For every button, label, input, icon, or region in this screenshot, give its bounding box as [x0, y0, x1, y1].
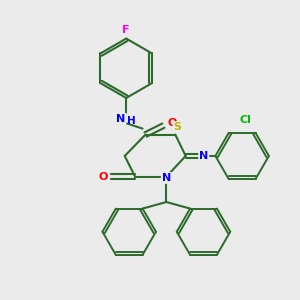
Text: O: O — [167, 118, 176, 128]
Text: O: O — [98, 172, 108, 182]
Text: H: H — [127, 116, 136, 126]
Text: F: F — [122, 25, 130, 35]
Text: N: N — [199, 151, 208, 161]
Text: Cl: Cl — [239, 115, 251, 125]
Text: N: N — [116, 114, 125, 124]
Text: N: N — [162, 173, 171, 183]
Text: S: S — [174, 122, 182, 132]
